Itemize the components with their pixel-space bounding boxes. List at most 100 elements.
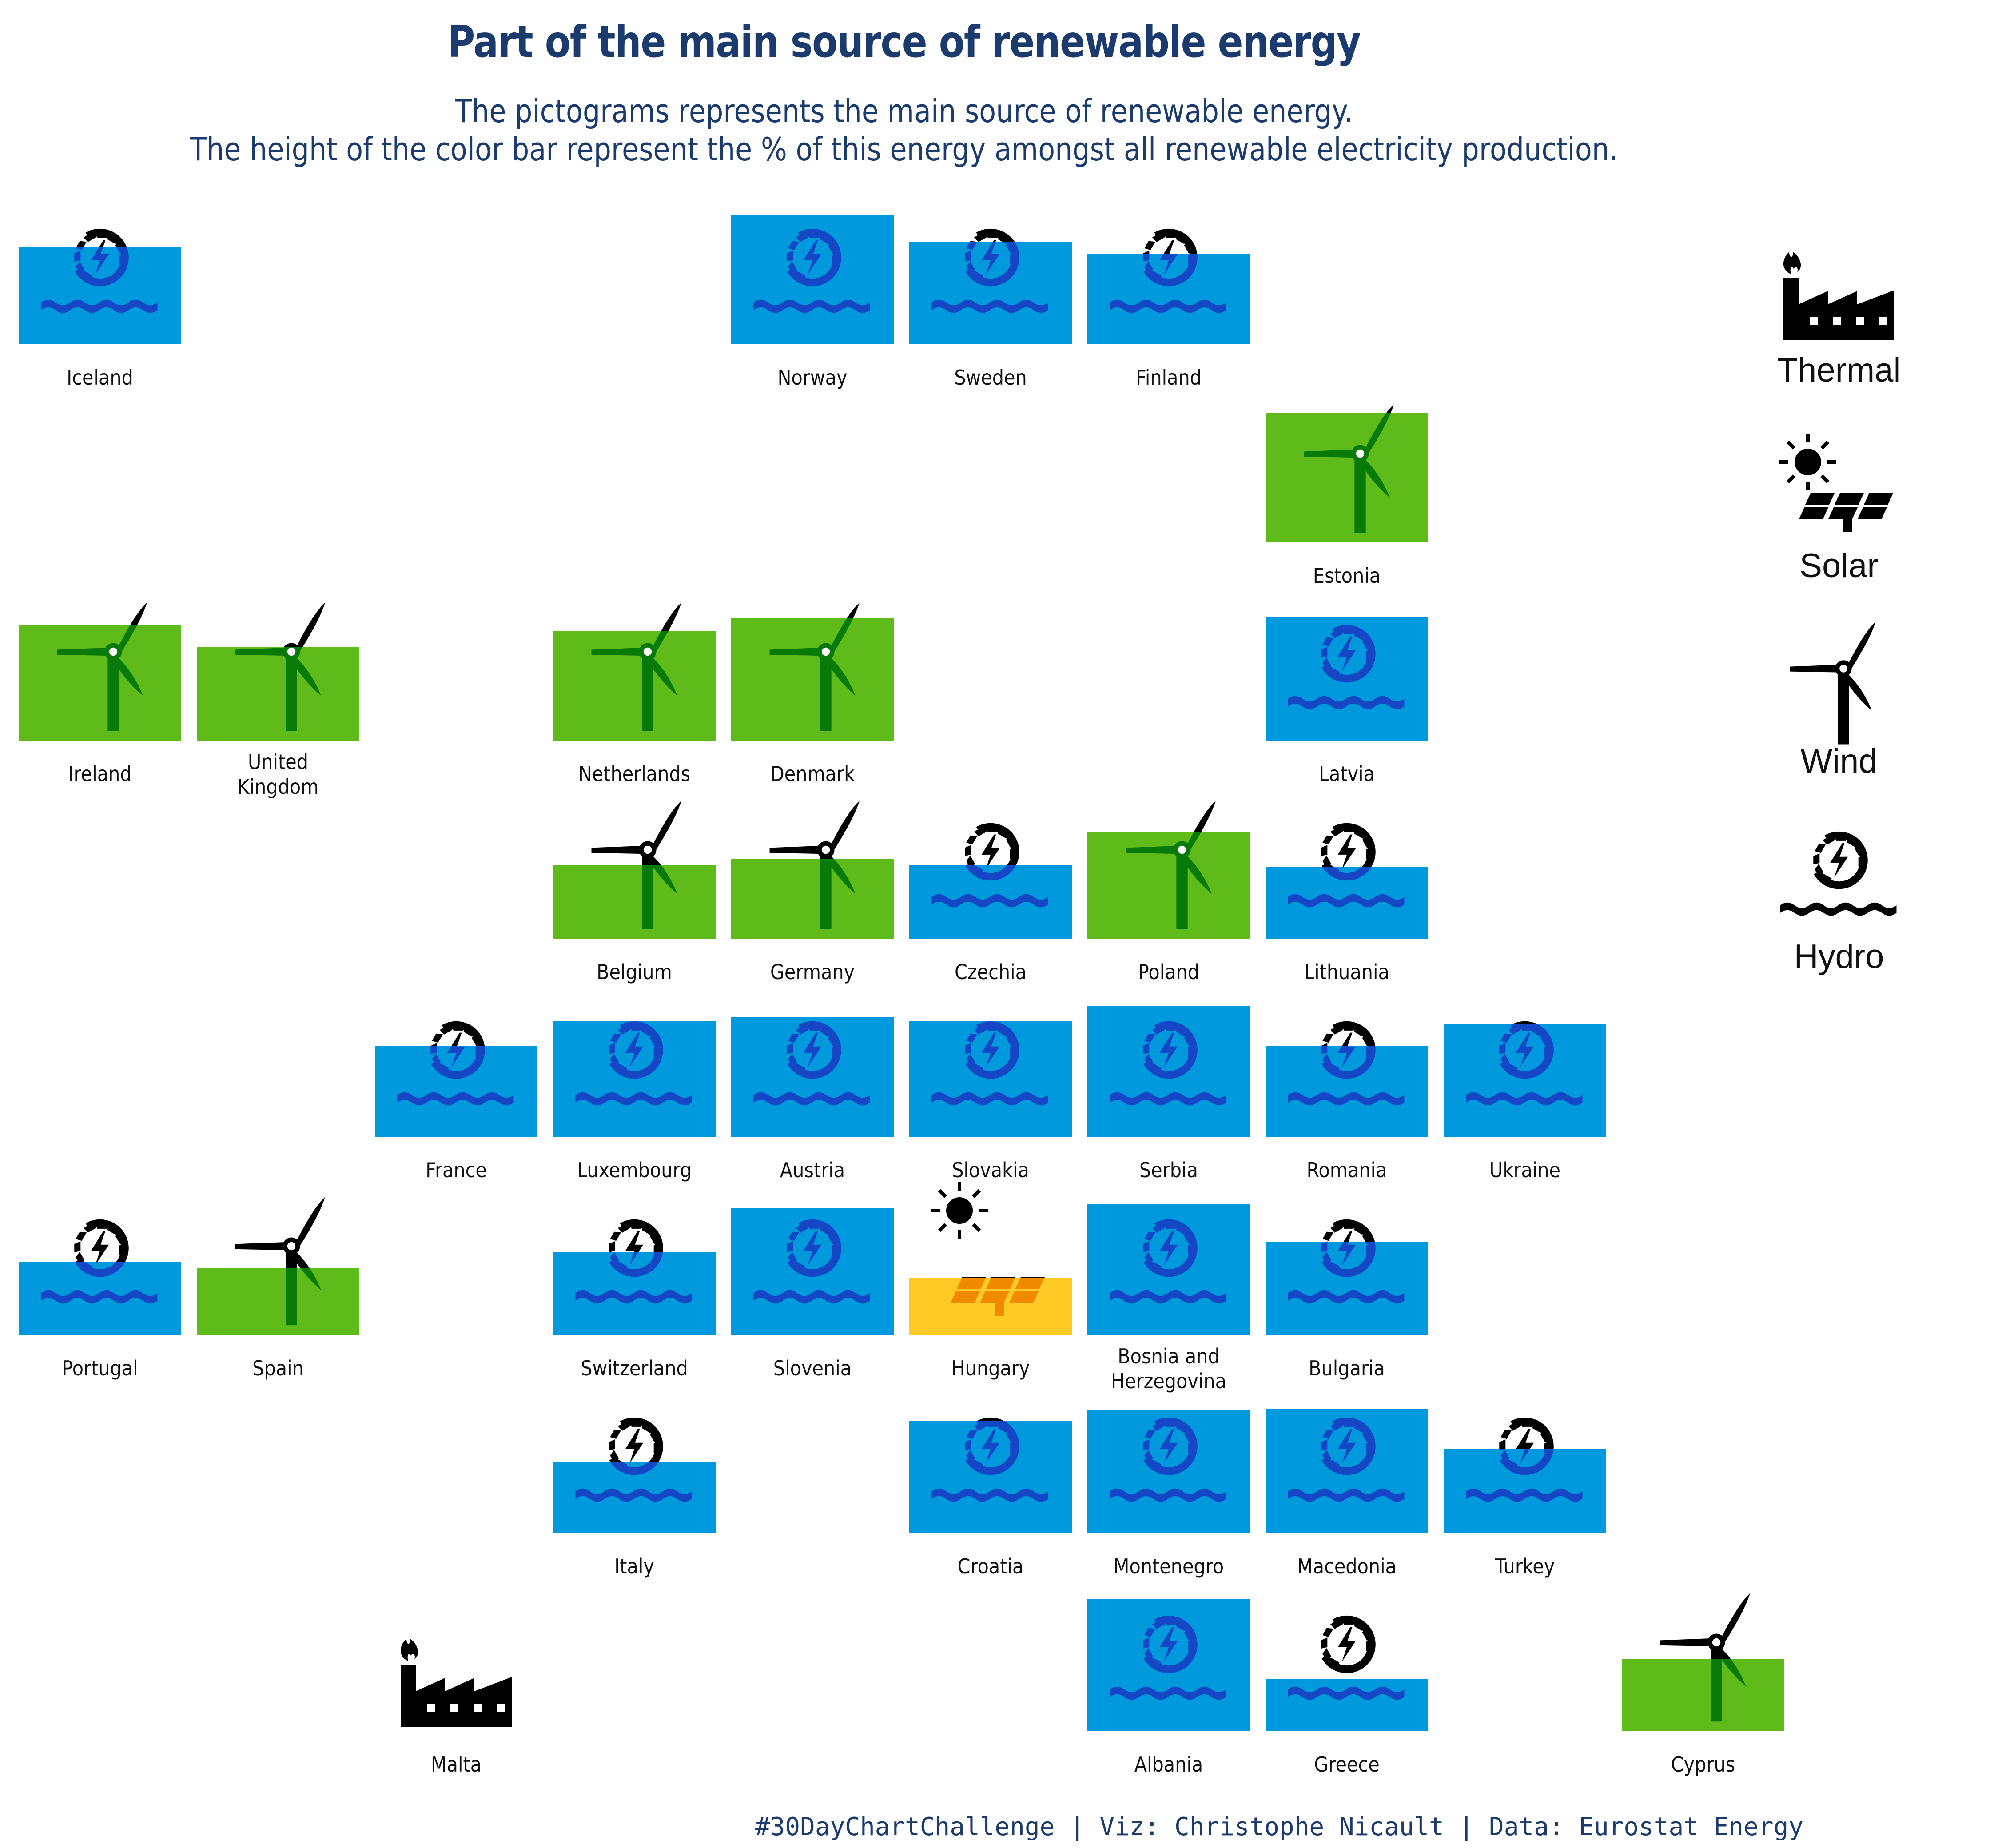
- label-lithuania: Lithuania: [1304, 960, 1389, 984]
- icon-outside-portugal: [71, 1219, 129, 1262]
- icon-outside-cyprus: [1660, 1593, 1750, 1659]
- icon-inside-united-kingdom: [235, 647, 321, 731]
- hydro-turbine-icon: [753, 228, 870, 313]
- label-montenegro: Montenegro: [1113, 1554, 1224, 1578]
- hydro-turbine-icon: [1288, 1417, 1405, 1502]
- tile-macedonia: [1266, 1409, 1428, 1533]
- label-greece: Greece: [1314, 1752, 1380, 1776]
- bar-cyprus: [1622, 1659, 1784, 1731]
- icon-inside-bosnia-and-herzegovina: [1110, 1219, 1226, 1304]
- hydro-turbine-icon: [1110, 1021, 1226, 1106]
- label-slovenia: Slovenia: [773, 1356, 852, 1380]
- wind-turbine-icon: [1790, 621, 1876, 745]
- icon-outside-belgium: [591, 801, 681, 865]
- tile-iceland: [19, 228, 181, 344]
- hydro-turbine-icon: [1288, 1046, 1405, 1106]
- hydro-turbine-icon: [1318, 1021, 1376, 1046]
- icon-inside-netherlands: [591, 631, 677, 731]
- hydro-turbine-icon: [1318, 1615, 1376, 1673]
- tile-spain: [197, 1197, 359, 1335]
- icon-outside-turkey: [1496, 1417, 1554, 1449]
- icon-inside-cyprus: [1711, 1659, 1746, 1722]
- wind-turbine-icon: [591, 801, 681, 865]
- label-italy: Italy: [614, 1554, 654, 1578]
- tile-slovenia: [731, 1208, 894, 1335]
- tile-france: [375, 1021, 537, 1137]
- icon-outside-romania: [1318, 1021, 1376, 1046]
- hydro-turbine-icon: [575, 1252, 692, 1304]
- wind-turbine-icon: [1660, 1593, 1750, 1659]
- icon-outside-estonia: [1386, 404, 1394, 413]
- label-denmark: Denmark: [770, 762, 855, 786]
- legend-item-hydro: [1780, 831, 1897, 916]
- label-bosnia-and-herzegovina: Bosnia and Herzegovina: [1110, 1344, 1227, 1393]
- icon-inside-poland: [1126, 832, 1212, 929]
- icon-outside-iceland: [71, 228, 129, 247]
- label-austria: Austria: [780, 1158, 845, 1182]
- tile-ireland: [19, 602, 181, 741]
- bar-united-kingdom: [197, 647, 359, 741]
- icon-inside-france: [397, 1046, 514, 1106]
- hydro-turbine-icon: [931, 1021, 1048, 1106]
- icon-inside-croatia: [931, 1421, 1048, 1502]
- icon-inside-finland: [1110, 254, 1226, 313]
- wind-turbine-icon: [57, 625, 143, 731]
- tile-cyprus: [1622, 1593, 1784, 1731]
- wind-turbine-icon: [235, 647, 321, 731]
- tile-austria: [731, 1017, 894, 1137]
- chart-subtitle-line-1: The pictograms represents the main sourc…: [455, 92, 1353, 130]
- hydro-turbine-icon: [575, 1462, 692, 1502]
- label-ireland: Ireland: [68, 762, 132, 786]
- icon-outside-switzerland: [605, 1219, 663, 1252]
- solar-panel-icon: [962, 1277, 1045, 1278]
- sun-icon: [931, 1182, 988, 1239]
- icon-outside-italy: [605, 1417, 663, 1462]
- bar-spain: [197, 1268, 359, 1335]
- icon-malta: [401, 1639, 512, 1727]
- tile-switzerland: [553, 1219, 716, 1335]
- bar-germany: [731, 859, 894, 939]
- solar-panel-icon: [951, 1278, 1045, 1316]
- tile-luxembourg: [553, 1021, 716, 1137]
- icon-outside-croatia: [962, 1417, 1019, 1421]
- wind-turbine-icon: [130, 602, 147, 625]
- icon-outside-lithuania: [1318, 823, 1376, 867]
- tile-germany: [731, 801, 894, 939]
- label-sweden: Sweden: [954, 366, 1027, 390]
- hydro-turbine-icon: [1110, 1417, 1226, 1502]
- label-switzerland: Switzerland: [581, 1356, 688, 1380]
- hydro-turbine-icon: [1288, 1242, 1405, 1304]
- icon-inside-slovakia: [931, 1021, 1048, 1106]
- tile-croatia: [909, 1417, 1072, 1533]
- bar-belgium: [553, 865, 716, 939]
- tile-italy: [553, 1417, 716, 1533]
- hydro-turbine-icon: [962, 823, 1019, 865]
- label-hungary: Hungary: [951, 1356, 1030, 1380]
- icon-outside-netherlands: [661, 602, 681, 631]
- icon-inside-latvia: [1288, 625, 1405, 709]
- icon-inside-denmark: [769, 618, 856, 731]
- bar-romania: [1266, 1046, 1428, 1137]
- label-portugal: Portugal: [62, 1356, 138, 1380]
- tile-belgium: [553, 801, 716, 939]
- bar-denmark: [731, 618, 894, 741]
- icon-inside-montenegro: [1110, 1417, 1226, 1502]
- hydro-turbine-icon: [753, 1219, 870, 1304]
- label-latvia: Latvia: [1318, 762, 1375, 786]
- hydro-turbine-icon: [1496, 1417, 1554, 1449]
- icon-outside-sweden: [962, 228, 1019, 242]
- hydro-turbine-icon: [1288, 1686, 1405, 1700]
- label-france: France: [426, 1158, 487, 1182]
- label-bulgaria: Bulgaria: [1309, 1356, 1385, 1380]
- tile-bulgaria: [1266, 1219, 1428, 1335]
- icon-inside-hungary: [951, 1278, 1045, 1316]
- bar-netherlands: [553, 631, 716, 741]
- label-spain: Spain: [252, 1356, 304, 1380]
- tile-bosnia-and-herzegovina: [1087, 1204, 1250, 1335]
- hydro-turbine-icon: [1110, 1615, 1226, 1700]
- tile-poland: [1087, 801, 1250, 939]
- icon-outside-ireland: [130, 602, 147, 625]
- icon-inside-switzerland: [575, 1252, 692, 1304]
- icon-inside-spain: [286, 1268, 321, 1326]
